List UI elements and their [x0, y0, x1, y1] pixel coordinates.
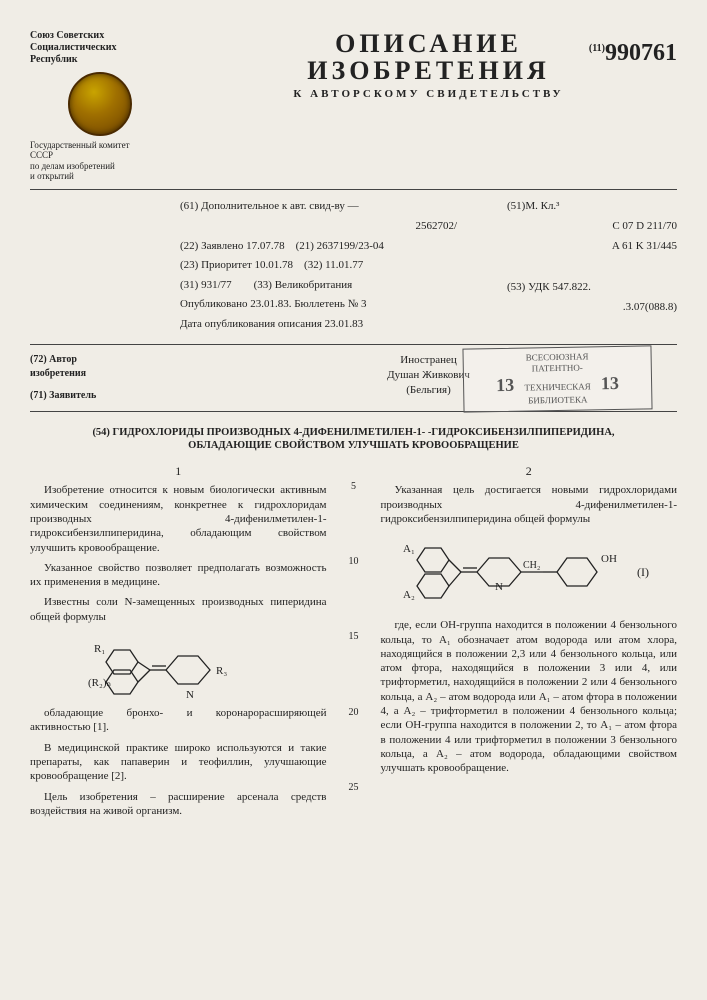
org-line: Социалистических [30, 42, 170, 54]
line-number: 5 [345, 480, 363, 493]
committee-line: Государственный комитет [30, 140, 170, 150]
field-publication: Опубликовано 23.01.83. Бюллетень № 3 [180, 296, 497, 314]
stamp-number: 13 [601, 372, 619, 394]
library-stamp: ВСЕСОЮЗНАЯ ПАТЕНТНО- 13 ТЕХНИЧЕСКАЯ 13 Б… [463, 345, 653, 412]
paragraph: Указанная цель достигается новыми гидрох… [381, 483, 678, 526]
patent-number-prefix: (11) [589, 43, 605, 54]
metadata-block: (61) Дополнительное к авт. свид-ву — 256… [30, 198, 677, 335]
header-block: Союз Советских Социалистических Республи… [30, 30, 677, 181]
patent-number-value: 990761 [605, 40, 677, 66]
paragraph: обладающие бронхо- и коронарорасширяющей… [30, 706, 327, 735]
svg-text:R₁: R₁ [94, 643, 105, 655]
formula-label: (I) [637, 565, 649, 579]
committee-line: и открытий [30, 171, 170, 181]
svg-text:N: N [186, 689, 194, 700]
column-right: 2 Указанная цель достигается новыми гидр… [381, 464, 678, 824]
field-53b: .3.07(088.8) [507, 299, 677, 317]
paragraph: Известны соли N-замещенных производных п… [30, 595, 327, 624]
org-line: Союз Советских [30, 30, 170, 42]
org-line: Республик [30, 54, 170, 66]
chemical-structure-1: R₁ (R₂)ₙ N R₃ [30, 630, 327, 700]
field-21: (21) 2637199/23-04 [296, 240, 384, 252]
patent-number: (11)990761 [589, 40, 677, 67]
invention-title: (54) ГИДРОХЛОРИДЫ ПРОИЗВОДНЫХ 4-ДИФЕНИЛМ… [60, 426, 647, 452]
field-33: (33) Великобритания [254, 279, 353, 291]
paragraph: Указанное свойство позволяет предполагат… [30, 561, 327, 590]
divider [30, 411, 677, 412]
field-61: (61) Дополнительное к авт. свид-ву — [180, 198, 497, 216]
divider [30, 344, 677, 345]
line-number: 20 [345, 706, 363, 719]
doc-subtitle: К АВТОРСКОМУ СВИДЕТЕЛЬСТВУ [180, 88, 677, 100]
meta-right: (51)М. Кл.³ C 07 D 211/70 A 61 K 31/445 … [507, 198, 677, 335]
svg-text:CH₂: CH₂ [523, 560, 540, 571]
field-31-33: (31) 931/77 (33) Великобритания [180, 277, 497, 295]
line-number: 15 [345, 630, 363, 643]
svg-text:OH: OH [601, 553, 617, 565]
field-31: (31) 931/77 [180, 279, 232, 291]
state-seal-icon [68, 72, 132, 136]
paragraph: В медицинской практике широко используют… [30, 741, 327, 784]
field-51: (51)М. Кл.³ [507, 198, 677, 216]
committee-line: СССР [30, 150, 170, 160]
stamp-number: 13 [496, 374, 514, 396]
meta-left: (61) Дополнительное к авт. свид-ву — 256… [180, 198, 497, 335]
field-51a: C 07 D 211/70 [507, 218, 677, 236]
field-pub-date: Дата опубликования описания 23.01.83 [180, 316, 497, 334]
field-22-21: (22) Заявлено 17.07.78 (21) 2637199/23-0… [180, 238, 497, 256]
issuing-org: Союз Советских Социалистических Республи… [30, 30, 170, 181]
paragraph: Цель изобретения – расширение арсенала с… [30, 790, 327, 819]
divider [30, 189, 677, 190]
committee-line: по делам изобретений [30, 161, 170, 171]
column-left: 1 Изобретение относится к новым биологич… [30, 464, 327, 824]
author-block: (72) Автор изобретения (71) Заявитель Ин… [30, 353, 677, 403]
column-number: 2 [381, 464, 678, 480]
line-number: 10 [345, 555, 363, 568]
field-32: (32) 11.01.77 [304, 259, 363, 271]
svg-text:A₂: A₂ [403, 589, 415, 601]
patent-page: Союз Советских Социалистических Республи… [0, 0, 707, 1000]
field-23-32: (23) Приоритет 10.01.78 (32) 11.01.77 [180, 257, 497, 275]
field-22: (22) Заявлено 17.07.78 [180, 240, 285, 252]
body-columns: 1 Изобретение относится к новым биологич… [30, 464, 677, 824]
svg-text:R₃: R₃ [216, 665, 227, 677]
field-61-extra: 2562702/ [180, 218, 497, 236]
svg-text:(R₂)ₙ: (R₂)ₙ [88, 677, 111, 689]
svg-text:N: N [495, 581, 503, 593]
field-23: (23) Приоритет 10.01.78 [180, 259, 293, 271]
paragraph: Изобретение относится к новым биологичес… [30, 483, 327, 554]
column-number: 1 [30, 464, 327, 480]
svg-text:A₁: A₁ [403, 543, 415, 555]
paragraph: где, если ОН-группа находится в положени… [381, 618, 678, 775]
author-label: (72) Автор изобретения (71) Заявитель [30, 353, 170, 403]
field-51b: A 61 K 31/445 [507, 238, 677, 256]
line-number: 25 [345, 781, 363, 794]
field-53: (53) УДК 547.822. [507, 279, 677, 297]
chemical-structure-2: CH₂ A₁ A₂ N OH (I) [381, 532, 678, 612]
line-numbers: 5 10 15 20 25 [345, 464, 363, 824]
meta-spacer [30, 198, 170, 335]
